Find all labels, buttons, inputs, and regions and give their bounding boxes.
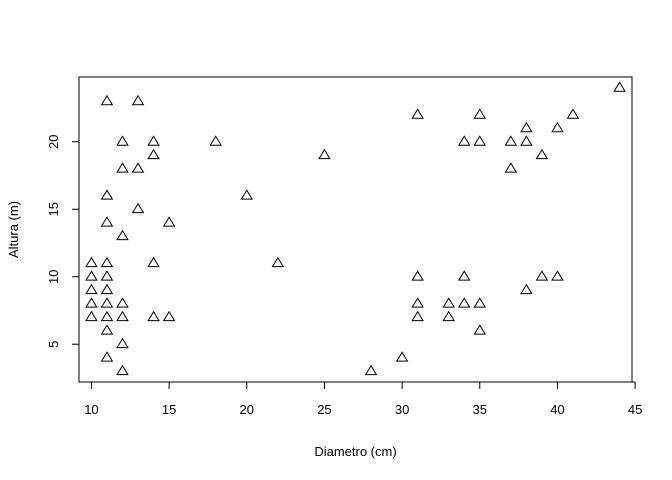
data-point — [116, 364, 129, 376]
data-point — [100, 310, 114, 322]
data-point — [162, 216, 176, 227]
data-point — [613, 81, 626, 92]
data-point — [85, 256, 98, 268]
data-point — [116, 297, 129, 308]
data-point — [131, 202, 145, 214]
data-point — [147, 256, 160, 268]
y-tick-label: 5 — [46, 341, 61, 348]
y-tick-label: 20 — [46, 135, 61, 149]
plot-box — [78, 76, 633, 383]
x-tick-label: 35 — [473, 402, 487, 417]
data-point — [395, 351, 409, 362]
data-point — [240, 189, 254, 200]
data-point — [100, 270, 114, 281]
data-point — [504, 162, 518, 173]
data-point — [442, 297, 455, 308]
data-point — [473, 135, 487, 146]
data-point — [131, 94, 145, 106]
data-point — [147, 148, 160, 160]
data-point — [457, 270, 471, 281]
data-point — [100, 283, 114, 295]
data-point — [473, 324, 487, 335]
data-point — [100, 94, 114, 106]
data-point — [147, 310, 160, 322]
x-tick-label: 45 — [628, 402, 642, 417]
data-point — [535, 148, 549, 160]
data-point — [100, 216, 114, 227]
data-point — [411, 310, 424, 322]
y-axis-title: Altura (m) — [6, 201, 21, 258]
x-tick-label: 40 — [550, 402, 564, 417]
data-point — [100, 256, 114, 268]
data-point — [473, 108, 487, 119]
data-point — [85, 310, 98, 322]
data-point — [318, 148, 331, 160]
data-point — [457, 135, 471, 146]
x-tick-label: 10 — [84, 402, 98, 417]
data-point — [551, 270, 564, 281]
data-point — [116, 310, 129, 322]
data-point — [116, 162, 129, 173]
data-points — [85, 81, 626, 376]
data-point — [551, 121, 564, 133]
x-tick-label: 15 — [162, 402, 176, 417]
data-point — [520, 283, 533, 295]
x-tick-label: 30 — [395, 402, 409, 417]
data-point — [442, 310, 455, 322]
data-point — [147, 135, 160, 146]
data-point — [116, 135, 129, 146]
data-point — [85, 283, 98, 295]
data-point — [504, 135, 518, 146]
data-point — [411, 270, 424, 281]
data-point — [457, 297, 471, 308]
data-point — [100, 297, 114, 308]
data-point — [100, 189, 114, 200]
y-tick-label: 10 — [46, 270, 61, 284]
data-point — [85, 297, 98, 308]
data-point — [535, 270, 549, 281]
data-point — [364, 364, 378, 376]
data-point — [411, 297, 424, 308]
data-point — [116, 337, 129, 349]
x-tick-label: 20 — [240, 402, 254, 417]
x-tick-label: 25 — [317, 402, 331, 417]
x-axis: 10 15 20 25 30 35 40 45 — [84, 381, 642, 417]
plot-area — [78, 76, 633, 383]
data-point — [100, 324, 114, 335]
data-point — [411, 108, 424, 119]
y-axis: 5 10 15 20 — [46, 135, 80, 348]
data-point — [131, 162, 145, 173]
data-point — [100, 351, 114, 362]
data-point — [162, 310, 176, 322]
x-axis-title: Diametro (cm) — [314, 444, 396, 459]
data-point — [566, 108, 580, 119]
data-point — [116, 229, 129, 241]
data-point — [209, 135, 222, 146]
data-point — [473, 297, 487, 308]
data-point — [85, 270, 98, 281]
y-tick-label: 15 — [46, 202, 61, 216]
data-point — [520, 121, 533, 133]
data-point — [520, 135, 533, 146]
data-point — [271, 256, 285, 268]
